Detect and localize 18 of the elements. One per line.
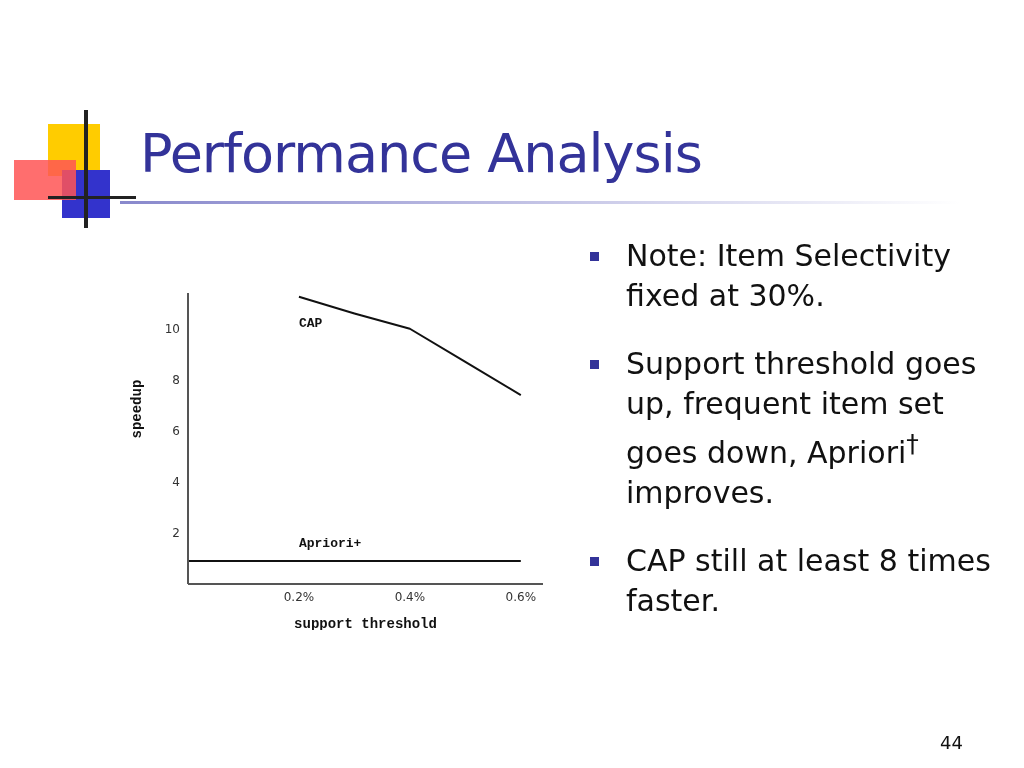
x-tick-label: 0.2% (283, 589, 315, 604)
y-tick-label: 6 (172, 424, 180, 439)
y-tick-label: 10 (164, 322, 180, 336)
text: Support threshold goes up, frequent item set goes down, Apriori$^{†}$ improves. (626, 346, 977, 510)
x-tick-label: 0.4% (394, 589, 426, 604)
y-tick-label: 4 (172, 475, 180, 490)
chart-title: Performance Analysis (140, 122, 702, 185)
x-tick-label: 0.6% (505, 589, 537, 604)
y-axis-title: speedup (128, 379, 145, 439)
text: Note: Item Selectivity fixed at 30%. (626, 238, 951, 313)
y-tick-label: 8 (172, 373, 180, 388)
line-series (297, 295, 522, 397)
text: 44 (940, 732, 963, 753)
y-tick-label: 2 (172, 526, 180, 541)
text: CAP still at least 8 times faster. (626, 543, 991, 618)
series-label: Apriori+ (298, 536, 362, 552)
series-label: CAP (298, 315, 323, 331)
x-axis-title: support threshold (294, 616, 437, 632)
